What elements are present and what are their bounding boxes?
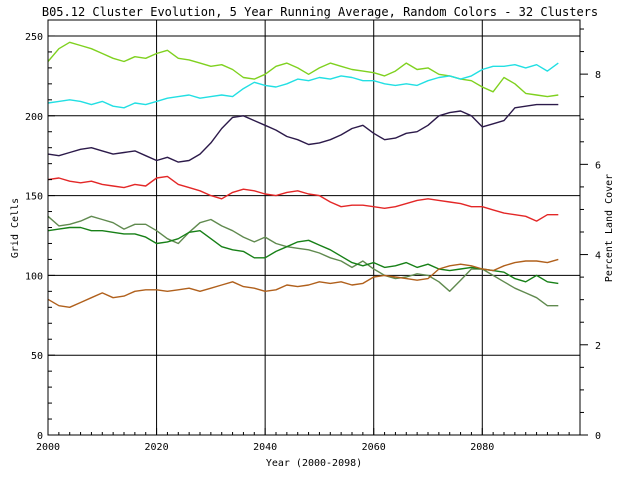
grid — [48, 20, 580, 435]
x-tick-label: 2060 — [362, 442, 386, 453]
x-axis-label: Year (2000-2098) — [266, 458, 362, 469]
x-tick-label: 2040 — [253, 442, 277, 453]
y2-tick-label: 8 — [595, 70, 601, 81]
series-line-7 — [47, 258, 559, 308]
series-layer — [47, 41, 559, 308]
series-line-1 — [47, 41, 559, 98]
x-tick-label: 2020 — [145, 442, 169, 453]
y2-tick-label: 4 — [595, 251, 601, 262]
series-line-3 — [47, 103, 559, 163]
x-tick-label: 2080 — [470, 442, 494, 453]
y-tick-label: 150 — [25, 192, 43, 203]
y2-axis-label: Percent Land Cover — [604, 174, 615, 282]
y-axis: 0 50 100 150 200 250 — [25, 19, 55, 442]
series-line-6 — [47, 226, 559, 285]
y-axis-label: Grid Cells — [10, 198, 21, 258]
y2-tick-label: 2 — [595, 341, 601, 352]
y-tick-label: 0 — [37, 431, 43, 442]
y-tick-label: 100 — [25, 271, 43, 282]
y2-tick-label: 0 — [595, 431, 601, 442]
series-line-5 — [47, 215, 559, 307]
series-line-2 — [47, 62, 559, 109]
y2-axis: 0 2 4 6 8 — [580, 28, 601, 442]
chart-title: B05.12 Cluster Evolution, 5 Year Running… — [42, 5, 598, 19]
y2-tick-label: 6 — [595, 160, 601, 171]
y-tick-label: 50 — [31, 351, 43, 362]
y-tick-label: 200 — [25, 112, 43, 123]
x-tick-label: 2000 — [36, 442, 60, 453]
y-tick-label: 250 — [25, 32, 43, 43]
series-line-4 — [47, 175, 559, 222]
x-axis: 2000 2020 2040 2060 2080 — [36, 428, 581, 453]
